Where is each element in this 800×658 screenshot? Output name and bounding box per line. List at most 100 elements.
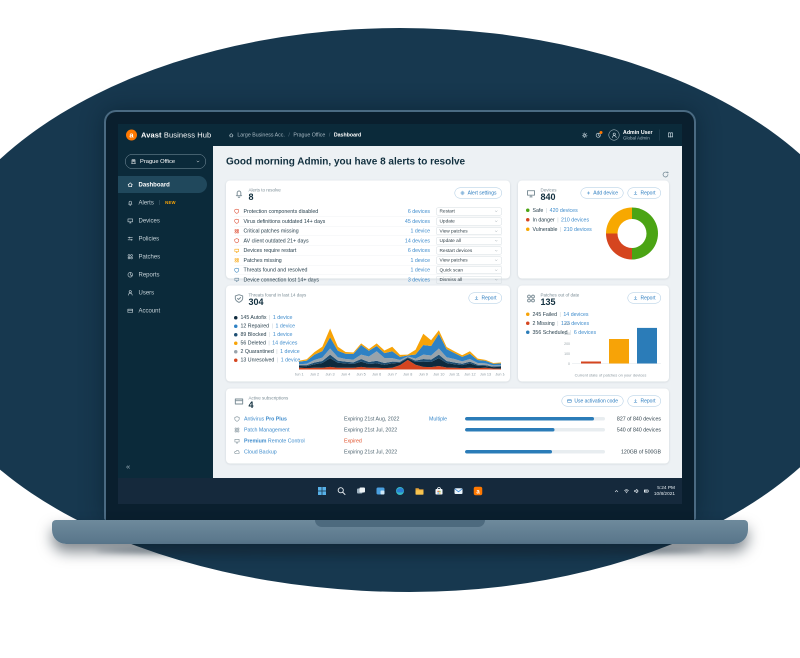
sidebar-item-dashboard[interactable]: Dashboard xyxy=(118,176,207,193)
sidebar-item-users[interactable]: Users xyxy=(118,284,207,301)
svg-text:Jun 3: Jun 3 xyxy=(325,373,334,377)
tray-wifi-icon[interactable] xyxy=(623,488,629,494)
taskbar-clock[interactable]: 5:24 PM 10/8/2021 xyxy=(654,485,675,497)
tray-volume-icon[interactable] xyxy=(633,488,639,494)
alert-action-select[interactable]: View patches xyxy=(436,227,502,236)
subscription-name-link[interactable]: Patch Management xyxy=(244,426,290,433)
subscriptions-count: 4 xyxy=(248,400,254,410)
alert-action-select[interactable]: Update all xyxy=(436,236,502,245)
new-badge: NEW xyxy=(165,200,176,205)
alert-devices-link[interactable]: 14 devices xyxy=(404,237,430,244)
subscription-name-link[interactable]: Cloud Backup xyxy=(244,448,277,455)
sidebar-item-policies[interactable]: Policies xyxy=(118,230,207,247)
alert-row: Critical patches missing 1 device View pat… xyxy=(234,225,502,236)
legend-separator: | xyxy=(559,311,561,318)
refresh-icon[interactable] xyxy=(662,171,669,178)
windows-taskbar: a 5:24 PM 10/8/2021 xyxy=(118,478,682,504)
sidebar-item-reports[interactable]: Reports xyxy=(118,266,207,283)
alert-action-select[interactable]: Dismiss all xyxy=(436,275,502,284)
legend-devices-link[interactable]: 210 devices xyxy=(563,226,592,233)
building-icon xyxy=(131,159,136,164)
legend-devices-link[interactable]: 6 devices xyxy=(573,329,597,336)
legend-devices-link[interactable]: 1 device xyxy=(272,314,293,321)
subscription-row: Premium Remote Control Expired xyxy=(234,437,661,444)
report-button[interactable]: Report xyxy=(627,395,661,407)
svg-text:0: 0 xyxy=(568,362,570,366)
legend-devices-link[interactable]: 210 devices xyxy=(561,216,590,223)
chevron-up-icon xyxy=(614,490,618,492)
legend-devices-link[interactable]: 1 device xyxy=(280,357,301,363)
taskbar-mail-icon[interactable] xyxy=(453,485,465,497)
help-panel-icon[interactable] xyxy=(667,132,674,139)
chevron-down-icon xyxy=(495,210,498,213)
legend-devices-link[interactable]: 1 device xyxy=(275,323,296,329)
threats-count: 304 xyxy=(248,297,264,307)
legend-item: 13 Unresolved | 1 device xyxy=(234,357,300,363)
report-button[interactable]: Report xyxy=(627,292,661,304)
subscription-name-link[interactable]: Antivirus Pro Plus xyxy=(244,415,287,422)
alert-settings-button[interactable]: Alert settings xyxy=(454,187,502,199)
page-title: Good morning Admin, you have 8 alerts to… xyxy=(226,156,466,167)
alert-devices-link[interactable]: 6 devices xyxy=(407,208,430,215)
legend-devices-link[interactable]: 123 devices xyxy=(561,320,590,327)
org-selector[interactable]: Prague Office xyxy=(125,154,206,169)
notifications-icon[interactable] xyxy=(595,130,603,139)
subscription-multiple-link[interactable]: Multiple xyxy=(429,415,448,422)
taskbar-task-view-icon[interactable] xyxy=(355,485,367,497)
taskbar-edge-icon[interactable] xyxy=(394,485,406,497)
alert-devices-link[interactable]: 1 device xyxy=(410,228,430,235)
sidebar-item-alerts[interactable]: Alerts | NEW xyxy=(118,194,207,211)
taskbar-store-icon[interactable] xyxy=(433,485,445,497)
legend-devices-link[interactable]: 1 device xyxy=(280,348,300,355)
subscription-name-link[interactable]: Premium Remote Control xyxy=(244,437,305,444)
taskbar-search-icon[interactable] xyxy=(336,485,348,497)
report-button[interactable]: Report xyxy=(627,187,661,199)
legend-label: 2 Quarantined xyxy=(240,348,274,355)
alert-label: Threats found and resolved xyxy=(243,267,308,274)
alert-devices-link[interactable]: 3 devices xyxy=(407,276,430,283)
legend-devices-link[interactable]: 14 devices xyxy=(563,311,589,318)
report-button[interactable]: Report xyxy=(468,292,502,304)
sidebar-item-account[interactable]: Account xyxy=(118,302,207,319)
user-menu[interactable]: Admin User Global Admin xyxy=(608,129,653,141)
alert-devices-link[interactable]: 45 devices xyxy=(404,218,430,225)
alert-action-select[interactable]: Quick scan xyxy=(436,266,502,275)
alert-action-select[interactable]: Restart xyxy=(436,207,502,216)
alert-action-select[interactable]: Update xyxy=(436,217,502,226)
taskbar-windows-icon[interactable] xyxy=(316,485,328,497)
alert-action-select[interactable]: View patches xyxy=(436,256,502,265)
chevron-down-icon xyxy=(495,249,498,252)
taskbar-file-explorer-icon[interactable] xyxy=(414,485,426,497)
patches-icon xyxy=(526,294,536,304)
breadcrumb-item[interactable]: Large Business Acc. xyxy=(237,132,285,138)
tray-chevron-up-icon[interactable] xyxy=(613,488,619,494)
legend-devices-link[interactable]: 14 devices xyxy=(272,340,298,346)
alert-devices-link[interactable]: 1 device xyxy=(410,267,430,274)
brand[interactable]: a Avast Business Hub xyxy=(126,129,211,141)
alert-row: Device connection lost 14+ days 3 devices… xyxy=(234,274,502,285)
breadcrumb-separator: / xyxy=(288,132,290,138)
tray-battery-icon[interactable] xyxy=(643,488,649,494)
cloud-icon xyxy=(234,450,240,454)
chevron-down-icon xyxy=(495,240,498,242)
bell-icon xyxy=(234,189,244,199)
alert-devices-link[interactable]: 6 devices xyxy=(407,247,430,254)
breadcrumb-item[interactable]: Prague Office xyxy=(293,132,326,138)
subscription-card-icon xyxy=(234,398,244,405)
taskbar-avast-icon[interactable]: a xyxy=(472,485,484,497)
add-device-button[interactable]: Add device xyxy=(580,187,624,199)
alert-devices-link[interactable]: 1 device xyxy=(410,257,430,264)
taskbar-widgets-icon[interactable] xyxy=(375,485,387,497)
alert-action-select[interactable]: Restart devices xyxy=(436,246,502,255)
settings-gear-icon[interactable] xyxy=(581,132,589,139)
sidebar-item-label: Alerts xyxy=(138,199,154,206)
sidebar-item-label: Account xyxy=(138,307,161,314)
use-activation-code-button[interactable]: Use activation code xyxy=(561,395,624,407)
legend-devices-link[interactable]: 1 device xyxy=(272,331,293,338)
home-icon[interactable] xyxy=(228,132,234,138)
legend-devices-link[interactable]: 420 devices xyxy=(549,207,578,214)
sidebar-item-patches[interactable]: Patches xyxy=(118,248,207,265)
sidebar-collapse-button[interactable]: « xyxy=(126,462,131,472)
sidebar-item-devices[interactable]: Devices xyxy=(118,212,207,229)
alert-patches-icon xyxy=(234,258,239,263)
